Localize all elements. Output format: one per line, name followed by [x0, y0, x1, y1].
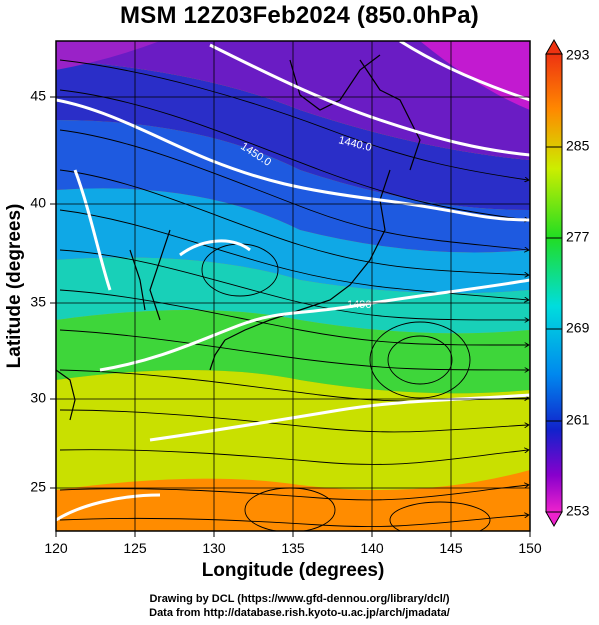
x-tick-label: 125	[123, 540, 147, 556]
x-tick-label: 140	[360, 540, 384, 556]
y-tick-label: 40	[30, 195, 46, 211]
x-tick-label: 150	[518, 540, 542, 556]
graticule	[56, 41, 530, 531]
colorbar-label: 253	[566, 503, 590, 519]
x-tick-label: 120	[44, 540, 68, 556]
colorbar-label: 285	[566, 138, 590, 154]
x-axis-title: Longitude (degrees)	[202, 560, 385, 581]
map-title: MSM 12Z03Feb2024 (850.0hPa)	[120, 2, 479, 29]
y-tick-label: 45	[30, 88, 46, 104]
colorbar-label: 293	[566, 47, 590, 63]
y-tick-label: 25	[30, 479, 46, 495]
x-axis-ticks: 120 125 130 135 140 145 150	[44, 531, 542, 556]
y-tick-label: 35	[30, 294, 46, 310]
contour-label-1490: 1490	[347, 299, 371, 311]
colorbar-lower-arrow	[545, 511, 563, 528]
colorbar-label: 261	[566, 412, 590, 428]
x-tick-label: 130	[202, 540, 226, 556]
y-tick-label: 30	[30, 390, 46, 406]
credits: Drawing by DCL (https://www.gfd-dennou.o…	[0, 592, 599, 620]
colorbar-label: 269	[566, 320, 590, 336]
colorbar: 293 285 277 269 261 253	[545, 38, 590, 528]
colorbar-label: 277	[566, 229, 590, 245]
colorbar-upper-arrow	[545, 38, 563, 55]
x-tick-label: 135	[281, 540, 305, 556]
colorbar-ramp	[545, 53, 563, 513]
height-contours	[56, 41, 530, 522]
credit-line-dcl: Drawing by DCL (https://www.gfd-dennou.o…	[149, 593, 450, 605]
y-axis-title: Latitude (degrees)	[4, 204, 25, 369]
x-tick-label: 145	[439, 540, 463, 556]
credit-line-data: Data from http://database.rish.kyoto-u.a…	[149, 607, 450, 619]
y-axis-ticks: 25 30 35 40 45	[30, 88, 56, 495]
